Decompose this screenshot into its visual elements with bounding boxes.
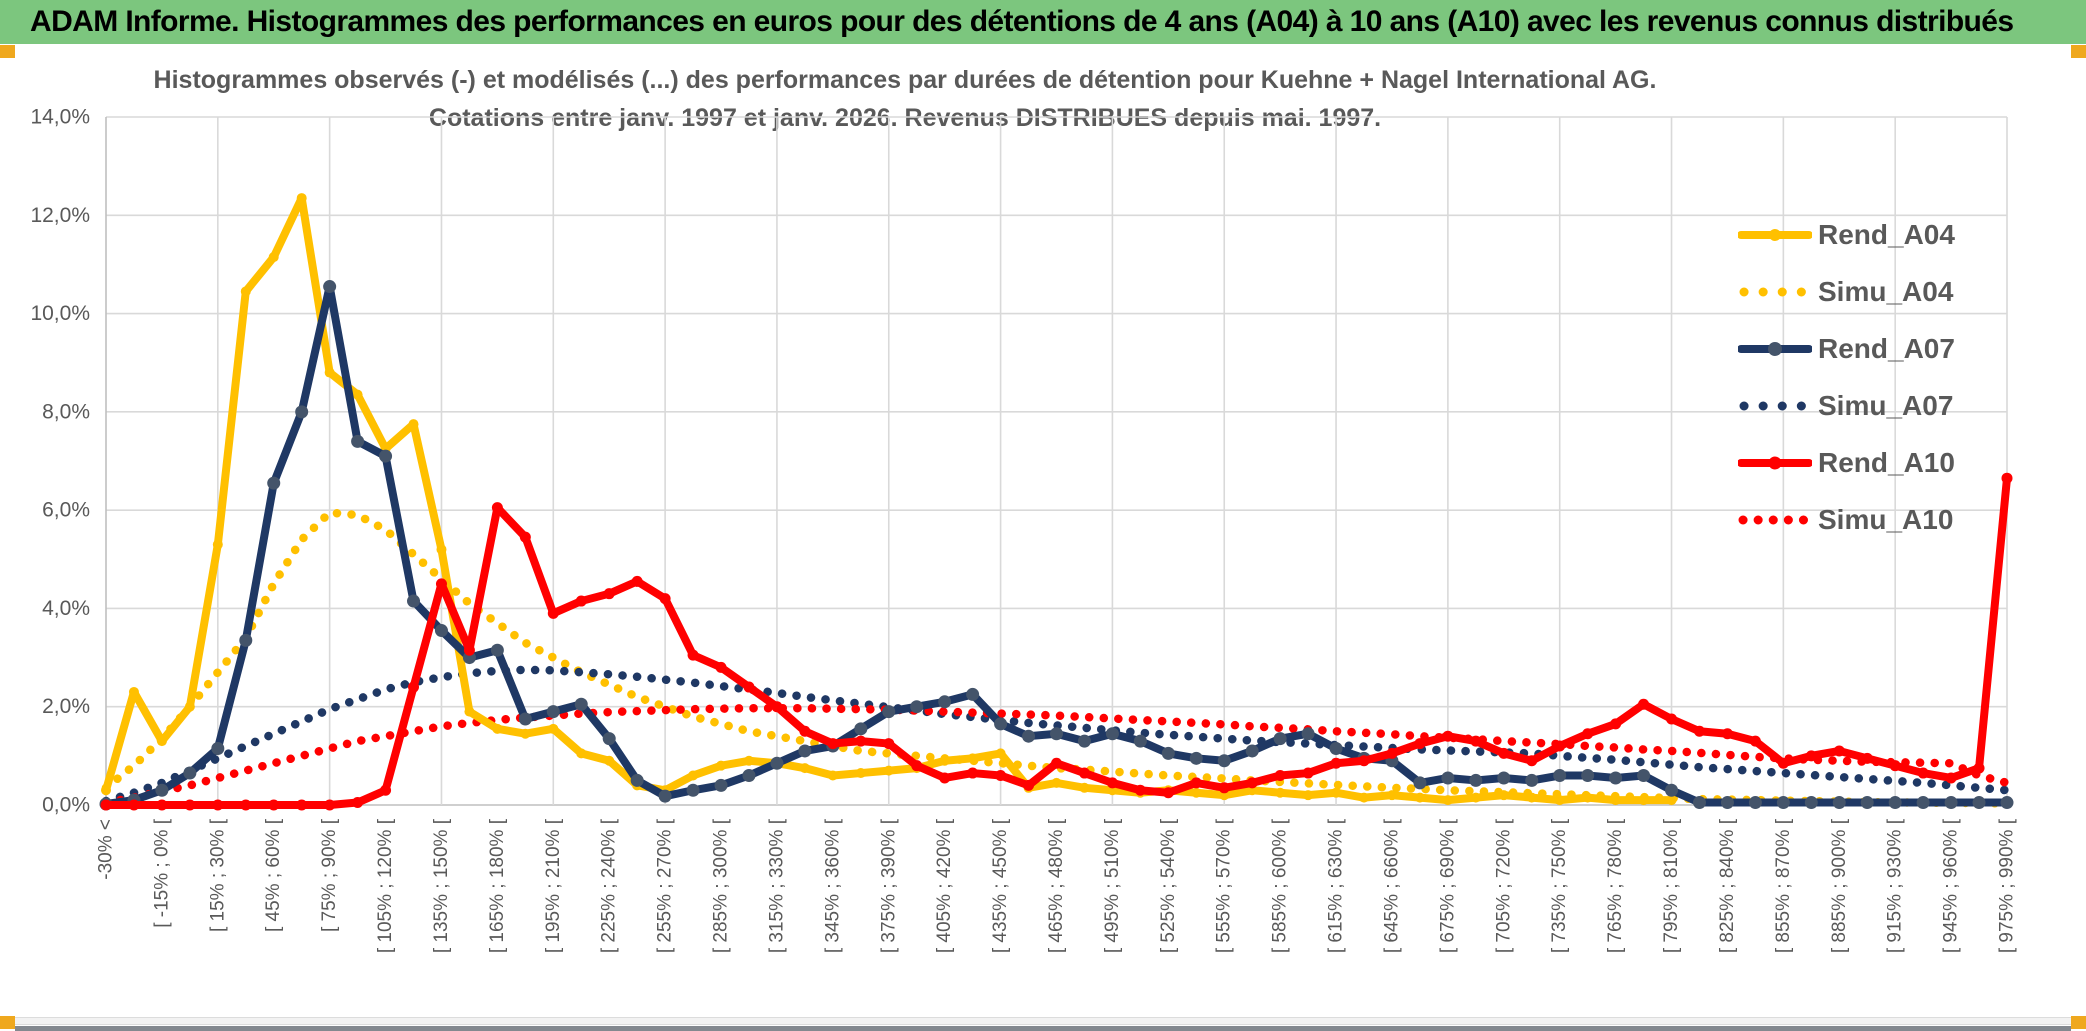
legend-label: Rend_A04	[1818, 218, 1955, 250]
legend-label: Simu_A07	[1818, 389, 1954, 421]
svg-text:[ 735% ; 750% [: [ 735% ; 750% [	[1549, 818, 1570, 953]
svg-text:[ 75% ; 90% [: [ 75% ; 90% [	[319, 818, 340, 932]
svg-text:[ 645% ; 660% [: [ 645% ; 660% [	[1381, 818, 1402, 953]
svg-text:[ 495% ; 510% [: [ 495% ; 510% [	[1102, 818, 1123, 953]
svg-text:0,0%: 0,0%	[42, 794, 90, 817]
svg-text:[ 405% ; 420% [: [ 405% ; 420% [	[934, 818, 955, 953]
svg-text:[ 15% ; 30% [: [ 15% ; 30% [	[207, 818, 228, 932]
svg-text:[ 165% ; 180% [: [ 165% ; 180% [	[487, 818, 508, 953]
legend-item-simu-a04: Simu_A04	[1738, 263, 1955, 320]
chart-legend: Rend_A04 Simu_A04 Rend_A07 Simu_A07	[1738, 206, 1955, 548]
gold-corner-accent	[2071, 1016, 2086, 1029]
svg-text:[ 315% ; 330% [: [ 315% ; 330% [	[766, 818, 787, 953]
chart-title-line1: Histogrammes observés (-) et modélisés (…	[153, 66, 1657, 94]
legend-label: Simu_A04	[1818, 275, 1954, 307]
svg-text:6,0%: 6,0%	[42, 499, 90, 522]
svg-text:[ 465% ; 480% [: [ 465% ; 480% [	[1046, 818, 1067, 953]
svg-text:[ 105% ; 120% [: [ 105% ; 120% [	[375, 818, 396, 953]
svg-text:[ 555% ; 570% [: [ 555% ; 570% [	[1214, 818, 1235, 953]
legend-label: Rend_A10	[1818, 446, 1955, 478]
gold-corner-accent	[0, 45, 15, 58]
legend-dotted-navy-line-icon	[1739, 401, 1812, 410]
legend-label: Simu_A10	[1818, 503, 1954, 535]
report-title: ADAM Informe. Histogrammes des performan…	[30, 5, 2014, 38]
legend-solid-gold-line-icon	[1738, 228, 1812, 241]
svg-text:[ 705% ; 720% [: [ 705% ; 720% [	[1493, 818, 1514, 953]
svg-text:10,0%: 10,0%	[30, 302, 90, 325]
svg-text:[ 765% ; 780% [: [ 765% ; 780% [	[1605, 818, 1626, 953]
legend-solid-red-line-icon	[1738, 456, 1812, 469]
legend-item-rend-a10: Rend_A10	[1738, 434, 1955, 491]
legend-dotted-gold-line-icon	[1739, 287, 1812, 296]
svg-text:14,0%: 14,0%	[30, 106, 90, 129]
svg-text:2,0%: 2,0%	[42, 695, 90, 718]
svg-text:[ 825% ; 840% [: [ 825% ; 840% [	[1717, 818, 1738, 953]
legend-label: Rend_A07	[1818, 332, 1955, 364]
svg-text:[ 255% ; 270% [: [ 255% ; 270% [	[655, 818, 676, 953]
legend-item-simu-a10: Simu_A10	[1738, 491, 1955, 548]
svg-text:[ 435% ; 450% [: [ 435% ; 450% [	[990, 818, 1011, 953]
svg-text:[ 285% ; 300% [: [ 285% ; 300% [	[711, 818, 732, 953]
svg-text:4,0%: 4,0%	[42, 597, 90, 620]
svg-text:[ 855% ; 870% [: [ 855% ; 870% [	[1773, 818, 1794, 953]
svg-text:[ 195% ; 210% [: [ 195% ; 210% [	[543, 818, 564, 953]
svg-text:[ 615% ; 630% [: [ 615% ; 630% [	[1326, 818, 1347, 953]
svg-text:[ 45% ; 60% [: [ 45% ; 60% [	[263, 818, 284, 932]
legend-item-simu-a07: Simu_A07	[1738, 377, 1955, 434]
svg-text:12,0%: 12,0%	[30, 204, 90, 227]
chart-title-line2: Cotations entre janv. 1997 et janv. 2026…	[428, 104, 1382, 132]
svg-text:[ 375% ; 390% [: [ 375% ; 390% [	[878, 818, 899, 953]
svg-text:[ 225% ; 240% [: [ 225% ; 240% [	[599, 818, 620, 953]
svg-text:[ 585% ; 600% [: [ 585% ; 600% [	[1270, 818, 1291, 953]
legend-solid-navy-line-icon	[1738, 341, 1812, 356]
svg-text:-30% <: -30% <	[96, 819, 117, 880]
svg-text:[ 975% ; 990% [: [ 975% ; 990% [	[1997, 818, 2018, 953]
legend-item-rend-a07: Rend_A07	[1738, 320, 1955, 377]
legend-dotted-red-line-icon	[1738, 515, 1812, 524]
svg-text:8,0%: 8,0%	[42, 400, 90, 423]
legend-item-rend-a04: Rend_A04	[1738, 206, 1955, 263]
gold-corner-accent	[0, 1016, 15, 1029]
svg-text:[ 345% ; 360% [: [ 345% ; 360% [	[822, 818, 843, 953]
svg-text:[ -15% ; 0% [: [ -15% ; 0% [	[151, 818, 172, 927]
svg-text:[ 675% ; 690% [: [ 675% ; 690% [	[1437, 818, 1458, 953]
report-title-bar: ADAM Informe. Histogrammes des performan…	[0, 0, 2086, 44]
svg-text:[ 795% ; 810% [: [ 795% ; 810% [	[1661, 818, 1682, 953]
bottom-bar	[15, 1026, 2071, 1031]
svg-text:[ 525% ; 540% [: [ 525% ; 540% [	[1158, 818, 1179, 953]
gold-corner-accent	[2071, 45, 2086, 58]
svg-text:[ 945% ; 960% [: [ 945% ; 960% [	[1941, 818, 1962, 953]
svg-text:[ 885% ; 900% [: [ 885% ; 900% [	[1829, 818, 1850, 953]
svg-text:[ 915% ; 930% [: [ 915% ; 930% [	[1885, 818, 1906, 953]
bottom-divider	[15, 1017, 2071, 1025]
svg-text:[ 135% ; 150% [: [ 135% ; 150% [	[431, 818, 452, 953]
